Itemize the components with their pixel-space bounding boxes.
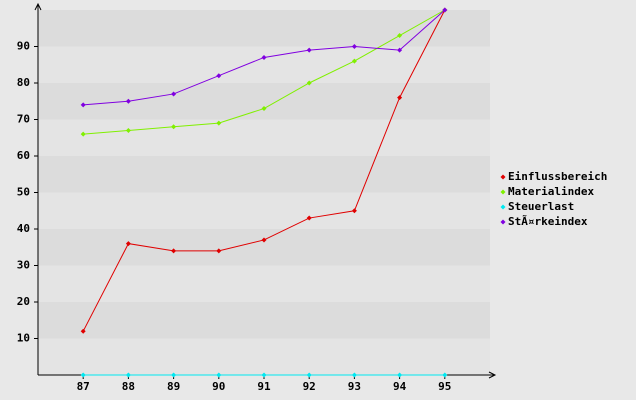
x-tick-label: 89	[167, 380, 180, 393]
legend-marker	[500, 174, 506, 180]
point	[125, 127, 131, 133]
point	[261, 54, 267, 60]
point	[442, 7, 448, 13]
point	[125, 372, 131, 378]
x-axis-arrow	[488, 371, 497, 379]
y-tick-label: 30	[17, 259, 30, 272]
legend-label: Einflussbereich	[508, 170, 607, 183]
grid-band	[38, 10, 490, 47]
point	[216, 73, 222, 79]
point	[216, 248, 222, 254]
y-tick-label: 70	[17, 113, 30, 126]
point	[306, 215, 312, 221]
x-tick-label: 92	[303, 380, 316, 393]
grid-band	[38, 119, 490, 156]
legend-label: Materialindex	[508, 185, 594, 198]
legend-label: StÃ¤rkeindex	[508, 215, 588, 228]
grid-band	[38, 229, 490, 266]
legend-marker	[500, 189, 506, 195]
grid-band	[38, 338, 490, 375]
point	[306, 80, 312, 86]
point	[397, 372, 403, 378]
x-tick-label: 87	[77, 380, 90, 393]
point	[125, 241, 131, 247]
y-tick-label: 60	[17, 149, 30, 162]
x-tick-label: 93	[348, 380, 361, 393]
x-tick-label: 94	[393, 380, 407, 393]
point	[80, 328, 86, 334]
x-tick-label: 90	[212, 380, 225, 393]
point	[351, 372, 357, 378]
grid-band	[38, 265, 490, 302]
x-tick-label: 95	[438, 380, 451, 393]
legend-label: Steuerlast	[508, 200, 574, 213]
y-tick-label: 50	[17, 186, 30, 199]
grid-band	[38, 192, 490, 229]
x-tick-label: 88	[122, 380, 135, 393]
point	[171, 124, 177, 130]
y-axis-arrow	[34, 2, 42, 11]
point	[80, 131, 86, 137]
point	[171, 91, 177, 97]
point	[216, 120, 222, 126]
legend-marker	[500, 204, 506, 210]
point	[397, 95, 403, 101]
point	[261, 372, 267, 378]
point	[442, 372, 448, 378]
grid-band	[38, 83, 490, 120]
point	[351, 44, 357, 49]
point	[306, 372, 312, 378]
point	[306, 47, 312, 53]
point	[80, 372, 86, 378]
point	[171, 248, 177, 254]
grid-band	[38, 156, 490, 193]
grid-band	[38, 46, 490, 83]
y-tick-label: 10	[17, 332, 30, 345]
y-tick-label: 20	[17, 295, 30, 308]
point	[171, 372, 177, 378]
point	[397, 33, 403, 39]
point	[80, 102, 86, 108]
point	[397, 47, 403, 53]
point	[261, 106, 267, 112]
point	[125, 98, 131, 104]
y-tick-label: 40	[17, 222, 30, 235]
grid-band	[38, 302, 490, 339]
point	[216, 372, 222, 378]
x-tick-label: 91	[257, 380, 271, 393]
y-tick-label: 90	[17, 40, 30, 53]
y-tick-label: 80	[17, 76, 30, 89]
point	[351, 208, 357, 214]
point	[351, 58, 357, 64]
legend-marker	[500, 219, 506, 225]
point	[261, 237, 267, 243]
